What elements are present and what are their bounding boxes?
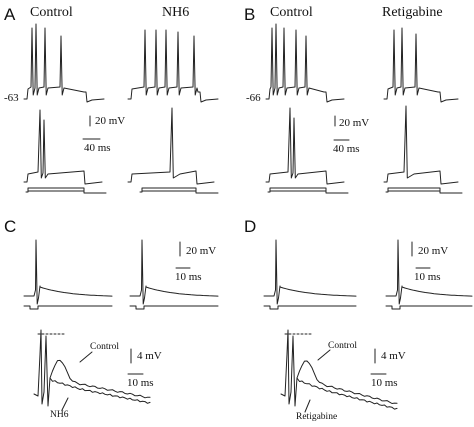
- panel-letter-c: C: [4, 217, 17, 236]
- panel-a-control-stimulus-a: [25, 187, 107, 194]
- panel-b-scale-time: 40 ms: [333, 143, 360, 155]
- panel-d-retigabine-leader-line: [304, 399, 311, 413]
- panel-c-scale-time: 10 ms: [175, 271, 202, 283]
- panel-a-control-single-spike: [23, 109, 103, 185]
- panel-c-inset-label-control: Control: [90, 342, 120, 352]
- panel-b-control-spike-train: [265, 23, 345, 103]
- panel-c-nh6-stimulus: [129, 305, 219, 310]
- panel-d-inset-spike: [280, 329, 298, 407]
- panel-c-control-ap: [23, 239, 113, 305]
- panel-d-inset-scale-time: 10 ms: [371, 377, 398, 389]
- panel-c-inset-scale-time: 10 ms: [127, 377, 154, 389]
- panel-c-scale-voltage: 20 mV: [186, 245, 217, 257]
- panel-b-retigabine-stimulus-a: [385, 187, 463, 194]
- panel-d-inset-scale-voltage: 4 mV: [381, 350, 406, 362]
- panel-B-traces: [265, 23, 463, 194]
- panel-a-scale-voltage: 20 mV: [95, 115, 126, 127]
- panel-b-condition-control: Control: [270, 5, 313, 20]
- panel-d-control-leader-line: [317, 349, 331, 361]
- panel-c-inset-drug-trace: [49, 377, 151, 404]
- panel-b-scale-voltage: 20 mV: [339, 117, 370, 129]
- panel-d-scale-voltage: 20 mV: [418, 245, 449, 257]
- panel-d-retigabine-stimulus: [385, 305, 473, 310]
- panel-c-nh6-leader-line: [61, 397, 69, 411]
- panel-b-retigabine-spike-train: [383, 27, 459, 103]
- panel-a-condition-nh6: NH6: [162, 5, 190, 20]
- panel-d-control-stimulus: [263, 305, 357, 310]
- panel-d-inset-drug-trace: [296, 377, 398, 410]
- panel-c-inset-spike: [33, 329, 51, 407]
- panel-a-nh6-stimulus-a: [139, 187, 219, 194]
- panel-a-resting-potential: -63: [4, 92, 19, 104]
- panel-b-control-single-spike: [265, 107, 345, 185]
- panel-c-inset-scale-voltage: 4 mV: [137, 350, 162, 362]
- panel-a-scale-time: 40 ms: [84, 142, 111, 154]
- panel-c-inset-label-nh6: NH6: [50, 410, 69, 420]
- panel-b-control-stimulus-a: [267, 187, 349, 194]
- panel-b-condition-retigabine: Retigabine: [382, 5, 443, 20]
- panel-C-traces: [23, 239, 219, 411]
- panel-d-control-ap: [263, 239, 357, 305]
- panel-b-resting-potential: -66: [246, 92, 261, 104]
- panel-letter-d: D: [244, 217, 257, 236]
- panel-c-inset-control-trace: [49, 359, 151, 399]
- panel-letter-b: B: [244, 5, 256, 24]
- panel-a-control-spike-train: [23, 23, 105, 103]
- panel-letter-a: A: [4, 5, 16, 24]
- panel-c-nh6-ap: [129, 239, 219, 305]
- panel-a-condition-control: Control: [30, 5, 73, 20]
- panel-D-traces: [263, 239, 473, 413]
- panel-a-nh6-spike-train: [127, 29, 219, 103]
- panel-d-inset-control-trace: [296, 360, 398, 404]
- panel-d-inset-label-control: Control: [328, 341, 358, 351]
- panel-d-inset-label-retigabine: Retigabine: [296, 412, 338, 422]
- panel-c-control-stimulus: [23, 305, 113, 310]
- panel-c-control-leader-line: [79, 351, 93, 363]
- panel-a-nh6-single-spike: [127, 107, 215, 185]
- panel-d-retigabine-ap: [385, 239, 473, 305]
- panel-A-traces: [23, 23, 219, 194]
- panel-d-scale-time: 10 ms: [414, 271, 441, 283]
- panel-b-retigabine-single-spike: [383, 105, 459, 185]
